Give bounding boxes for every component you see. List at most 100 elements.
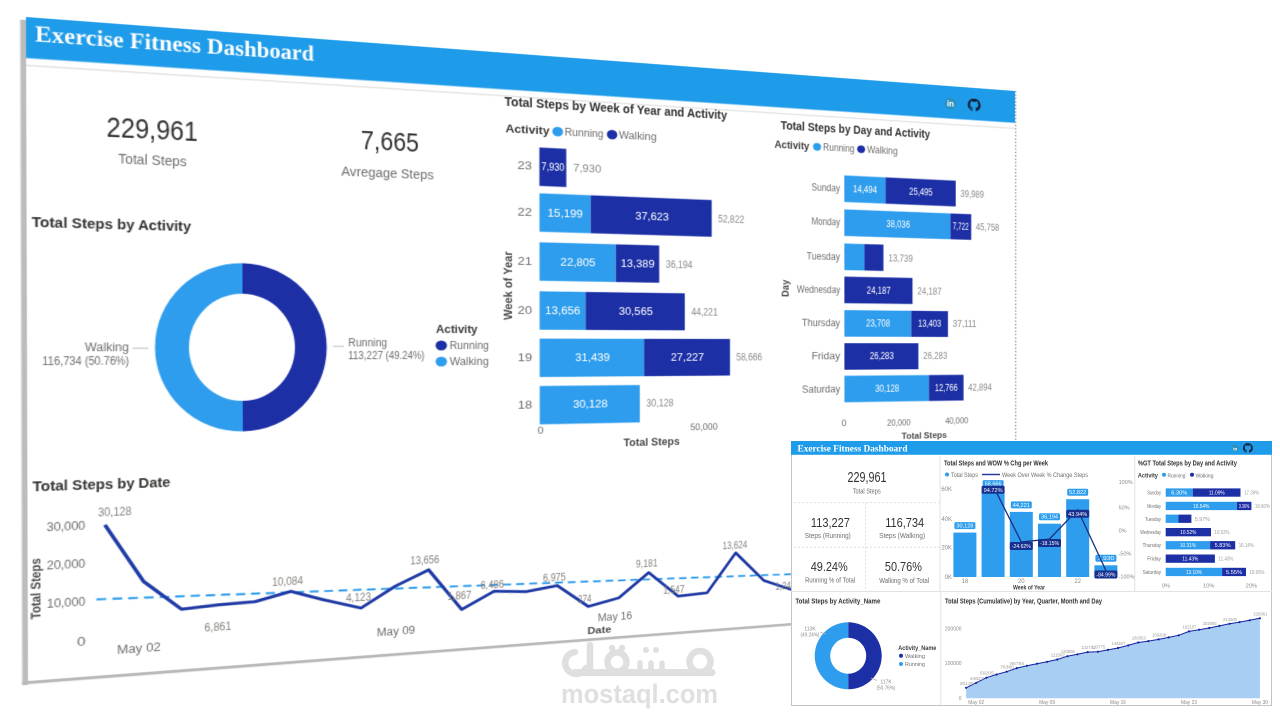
svg-text:44,221: 44,221 [1013, 503, 1030, 509]
svg-text:24,187: 24,187 [917, 286, 941, 297]
svg-text:26,283: 26,283 [870, 351, 894, 361]
svg-text:6,975: 6,975 [543, 571, 566, 584]
svg-text:58,666: 58,666 [736, 352, 762, 363]
svg-text:30,128: 30,128 [573, 399, 608, 412]
svg-text:6,486: 6,486 [480, 579, 504, 592]
svg-text:10.31%: 10.31% [1180, 543, 1197, 549]
svg-text:229961: 229961 [1253, 611, 1267, 616]
svg-text:19.90%: 19.90% [1255, 504, 1270, 510]
svg-text:38,036: 38,036 [886, 219, 910, 230]
svg-text:30,000: 30,000 [47, 520, 86, 535]
svg-text:May 09: May 09 [1039, 700, 1055, 706]
svg-text:60K: 60K [941, 487, 952, 493]
svg-text:Running: Running [450, 340, 489, 352]
svg-text:10.52%: 10.52% [1180, 530, 1197, 536]
svg-text:Running: Running [823, 142, 854, 154]
svg-text:44622: 44622 [970, 676, 984, 681]
svg-text:31,439: 31,439 [575, 352, 610, 364]
svg-text:Total Steps and WOW % Chg per: Total Steps and WOW % Chg per Week [944, 459, 1049, 468]
svg-text:30,565: 30,565 [619, 306, 653, 318]
svg-text:3.36%: 3.36% [1239, 504, 1250, 510]
svg-text:13,624: 13,624 [722, 540, 747, 552]
svg-text:1,547: 1,547 [663, 584, 684, 596]
svg-text:39,989: 39,989 [960, 189, 984, 200]
svg-text:13,389: 13,389 [621, 258, 655, 271]
svg-text:24,187: 24,187 [867, 285, 891, 296]
svg-text:7,930: 7,930 [1097, 556, 1114, 562]
svg-text:in: in [947, 100, 954, 109]
svg-text:Walking: Walking [867, 144, 898, 156]
svg-text:Tuesday: Tuesday [807, 250, 841, 263]
svg-text:45,758: 45,758 [976, 222, 1000, 233]
svg-text:Week Over Week % Change Steps: Week Over Week % Change Steps [1002, 473, 1088, 479]
svg-text:Steps (Running): Steps (Running) [805, 533, 851, 540]
svg-text:Activity: Activity [505, 122, 550, 137]
svg-text:16.54%: 16.54% [1193, 504, 1210, 510]
svg-text:37,623: 37,623 [635, 210, 669, 223]
svg-text:214000: 214000 [1223, 617, 1237, 622]
svg-text:76390: 76390 [1000, 665, 1014, 670]
svg-text:Activity: Activity [775, 139, 810, 152]
svg-text:11.43%: 11.43% [1182, 557, 1199, 563]
svg-text:40K: 40K [941, 517, 952, 523]
svg-text:17.39%: 17.39% [1244, 491, 1259, 497]
svg-text:(49.24%): (49.24%) [801, 633, 820, 639]
svg-text:6,861: 6,861 [204, 620, 231, 634]
svg-text:Monday: Monday [811, 216, 840, 229]
svg-text:22: 22 [1074, 579, 1081, 585]
svg-text:132741: 132741 [1081, 645, 1095, 650]
svg-text:Wednesday: Wednesday [1140, 530, 1161, 536]
svg-text:30128: 30128 [960, 681, 974, 686]
svg-text:100%: 100% [1119, 480, 1133, 486]
svg-text:44,221: 44,221 [691, 306, 717, 317]
svg-text:Total Steps: Total Steps [623, 436, 680, 449]
svg-text:May 02: May 02 [117, 641, 161, 657]
svg-text:52,822: 52,822 [718, 213, 744, 225]
svg-text:0: 0 [538, 425, 544, 436]
svg-text:7,930: 7,930 [573, 163, 601, 176]
svg-text:42,894: 42,894 [968, 382, 992, 392]
svg-text:Activity: Activity [1138, 473, 1158, 480]
svg-text:58,666: 58,666 [985, 482, 1002, 488]
svg-text:7,722: 7,722 [953, 221, 969, 232]
svg-text:11.09%: 11.09% [1209, 491, 1226, 497]
svg-text:Walking: Walking [905, 654, 925, 660]
svg-text:26,283: 26,283 [923, 351, 947, 361]
svg-text:Total Steps: Total Steps [28, 558, 44, 620]
svg-text:10,000: 10,000 [47, 596, 86, 612]
svg-text:20: 20 [518, 304, 533, 317]
svg-text:86794: 86794 [1010, 661, 1024, 666]
svg-text:192157: 192157 [1183, 624, 1197, 629]
svg-text:Day: Day [779, 279, 790, 297]
svg-text:36,194: 36,194 [666, 259, 693, 271]
svg-text:15,199: 15,199 [547, 207, 582, 220]
svg-text:40,000: 40,000 [945, 416, 968, 426]
svg-text:30,128: 30,128 [646, 398, 673, 409]
svg-text:0%: 0% [1162, 584, 1170, 590]
svg-text:13,739: 13,739 [888, 253, 913, 264]
svg-text:202085: 202085 [1203, 621, 1217, 626]
svg-text:20: 20 [1018, 579, 1025, 585]
svg-text:100000: 100000 [945, 661, 962, 667]
svg-text:-18.15%: -18.15% [1040, 541, 1059, 547]
svg-text:59205: 59205 [980, 671, 994, 676]
svg-text:5.55%: 5.55% [1226, 570, 1243, 576]
svg-text:50.76%: 50.76% [885, 559, 922, 574]
svg-text:Sunday: Sunday [1147, 491, 1161, 497]
svg-text:Wednesday: Wednesday [797, 283, 840, 296]
svg-text:10%: 10% [1203, 584, 1215, 590]
svg-text:160353: 160353 [1132, 636, 1146, 641]
svg-text:11.43%: 11.43% [1218, 557, 1233, 563]
svg-text:May 16: May 16 [598, 610, 632, 624]
svg-text:1,243: 1,243 [775, 580, 795, 592]
svg-text:22: 22 [518, 205, 533, 218]
svg-text:0: 0 [841, 418, 846, 428]
svg-text:-50%: -50% [1119, 552, 1132, 558]
svg-text:-84.99%: -84.99% [1096, 573, 1115, 579]
svg-text:113,227: 113,227 [811, 515, 850, 530]
svg-text:Total Steps (Cumulative) by Ye: Total Steps (Cumulative) by Year, Quarte… [945, 597, 1103, 606]
svg-text:Steps (Walking): Steps (Walking) [879, 533, 925, 540]
svg-text:43.94%: 43.94% [1068, 512, 1087, 518]
svg-text:1,867: 1,867 [447, 590, 471, 603]
svg-text:120855: 120855 [1061, 649, 1075, 654]
